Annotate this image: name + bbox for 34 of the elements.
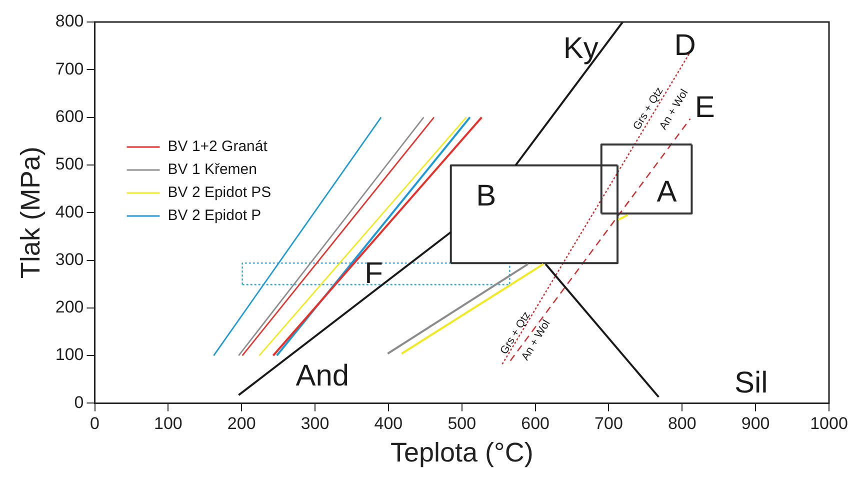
x-axis-title: Teplota (°C) bbox=[390, 437, 534, 468]
y-tick-label: 400 bbox=[55, 202, 84, 222]
annotation: F bbox=[364, 256, 383, 290]
y-tick-label: 800 bbox=[55, 12, 84, 31]
legend-label: BV 2 Epidot PS bbox=[168, 184, 272, 202]
annotation: Sil bbox=[734, 366, 768, 400]
annotation: A bbox=[656, 175, 677, 208]
annotation: E bbox=[694, 90, 715, 124]
x-tick-label: 700 bbox=[594, 414, 623, 434]
x-tick-label: 300 bbox=[300, 414, 330, 434]
x-tick-label: 1000 bbox=[810, 414, 848, 434]
x-tick-label: 600 bbox=[521, 414, 550, 434]
annotation: And bbox=[296, 360, 350, 393]
y-tick-label: 300 bbox=[55, 250, 84, 269]
x-tick-label: 500 bbox=[448, 414, 476, 434]
x-tick-label: 900 bbox=[741, 414, 770, 434]
y-tick-label: 100 bbox=[55, 345, 84, 364]
legend-label: BV 1 Křemen bbox=[168, 161, 257, 178]
annotation: Ky bbox=[563, 32, 598, 65]
y-tick-label: 0 bbox=[74, 392, 84, 412]
annotation: D bbox=[674, 29, 696, 62]
x-tick-label: 100 bbox=[154, 414, 182, 434]
legend-label: BV 2 Epidot P bbox=[168, 207, 262, 224]
legend-label: BV 1+2 Granát bbox=[168, 138, 268, 156]
y-tick-label: 700 bbox=[55, 59, 84, 78]
y-tick-label: 200 bbox=[55, 298, 84, 317]
x-tick-label: 800 bbox=[668, 414, 696, 434]
y-tick-label: 500 bbox=[55, 154, 84, 174]
x-tick-label: 400 bbox=[374, 414, 403, 434]
y-tick-label: 600 bbox=[55, 106, 84, 126]
x-tick-label: 200 bbox=[227, 414, 256, 434]
x-tick-label: 0 bbox=[90, 414, 100, 434]
annotation: B bbox=[476, 180, 496, 213]
y-axis-title: Tlak (MPa) bbox=[16, 146, 46, 279]
